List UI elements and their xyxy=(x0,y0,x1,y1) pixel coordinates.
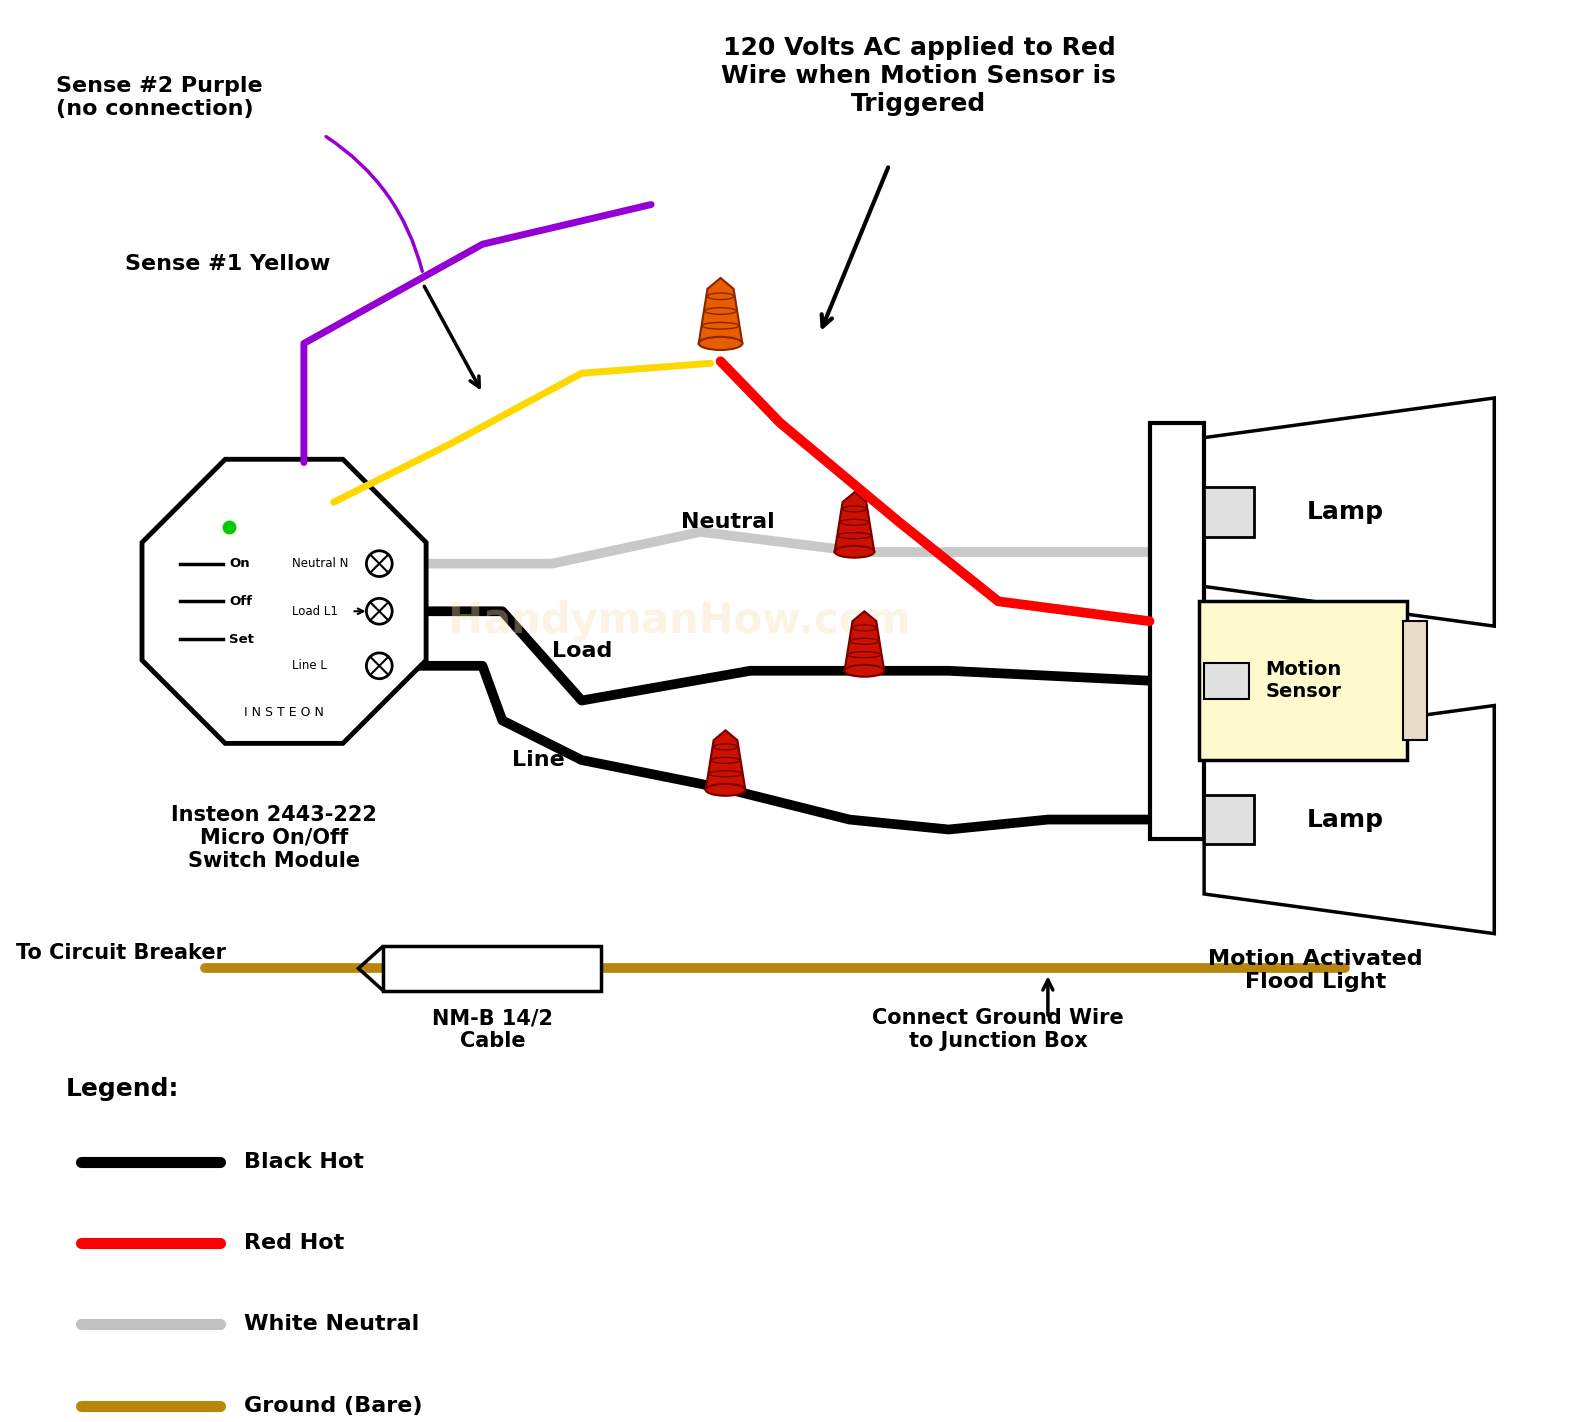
Text: Lamp: Lamp xyxy=(1306,808,1383,832)
FancyBboxPatch shape xyxy=(384,946,602,991)
Text: Neutral N: Neutral N xyxy=(292,557,349,570)
Circle shape xyxy=(366,653,391,678)
Text: To Circuit Breaker: To Circuit Breaker xyxy=(16,943,226,964)
FancyBboxPatch shape xyxy=(1402,621,1427,741)
Text: Connect Ground Wire
to Junction Box: Connect Ground Wire to Junction Box xyxy=(872,1008,1124,1051)
Text: White Neutral: White Neutral xyxy=(244,1314,420,1334)
Text: Sense #1 Yellow: Sense #1 Yellow xyxy=(126,255,330,274)
Text: Legend:: Legend: xyxy=(66,1078,179,1102)
FancyBboxPatch shape xyxy=(1204,663,1248,698)
Polygon shape xyxy=(706,731,745,789)
Text: Insteon 2443-222
Micro On/Off
Switch Module: Insteon 2443-222 Micro On/Off Switch Mod… xyxy=(171,805,377,872)
FancyBboxPatch shape xyxy=(1204,488,1254,538)
Text: Neutral: Neutral xyxy=(681,512,775,532)
Text: Red Hot: Red Hot xyxy=(244,1233,344,1253)
Text: Ground (Bare): Ground (Bare) xyxy=(244,1396,423,1416)
Text: Line: Line xyxy=(512,749,564,771)
Polygon shape xyxy=(698,277,742,344)
Circle shape xyxy=(366,550,391,576)
Text: Load: Load xyxy=(552,641,612,661)
Polygon shape xyxy=(844,611,883,671)
Text: Off: Off xyxy=(230,594,253,607)
Polygon shape xyxy=(141,459,426,744)
Text: On: On xyxy=(230,557,250,570)
Ellipse shape xyxy=(706,784,745,796)
FancyBboxPatch shape xyxy=(1199,602,1407,759)
Text: Motion Activated
Flood Light: Motion Activated Flood Light xyxy=(1209,948,1423,991)
Text: Black Hot: Black Hot xyxy=(244,1152,365,1172)
Text: Load L1: Load L1 xyxy=(292,604,338,617)
Text: Lamp: Lamp xyxy=(1306,501,1383,525)
Ellipse shape xyxy=(844,665,883,677)
Ellipse shape xyxy=(698,337,742,350)
Polygon shape xyxy=(835,492,874,552)
Text: © HandymanHow.com: © HandymanHow.com xyxy=(391,600,910,643)
Text: I N S T E O N: I N S T E O N xyxy=(244,705,324,720)
Text: Motion
Sensor: Motion Sensor xyxy=(1265,660,1341,701)
Circle shape xyxy=(366,599,391,624)
FancyBboxPatch shape xyxy=(1149,422,1204,839)
Polygon shape xyxy=(1204,398,1495,626)
Polygon shape xyxy=(1204,705,1495,934)
FancyBboxPatch shape xyxy=(1204,795,1254,845)
Text: Set: Set xyxy=(230,633,255,646)
Ellipse shape xyxy=(835,546,874,557)
Text: Line L: Line L xyxy=(292,660,327,673)
Text: Sense #2 Purple
(no connection): Sense #2 Purple (no connection) xyxy=(57,75,263,119)
Text: 120 Volts AC applied to Red
Wire when Motion Sensor is
Triggered: 120 Volts AC applied to Red Wire when Mo… xyxy=(722,36,1116,115)
Text: NM-B 14/2
Cable: NM-B 14/2 Cable xyxy=(432,1008,553,1051)
